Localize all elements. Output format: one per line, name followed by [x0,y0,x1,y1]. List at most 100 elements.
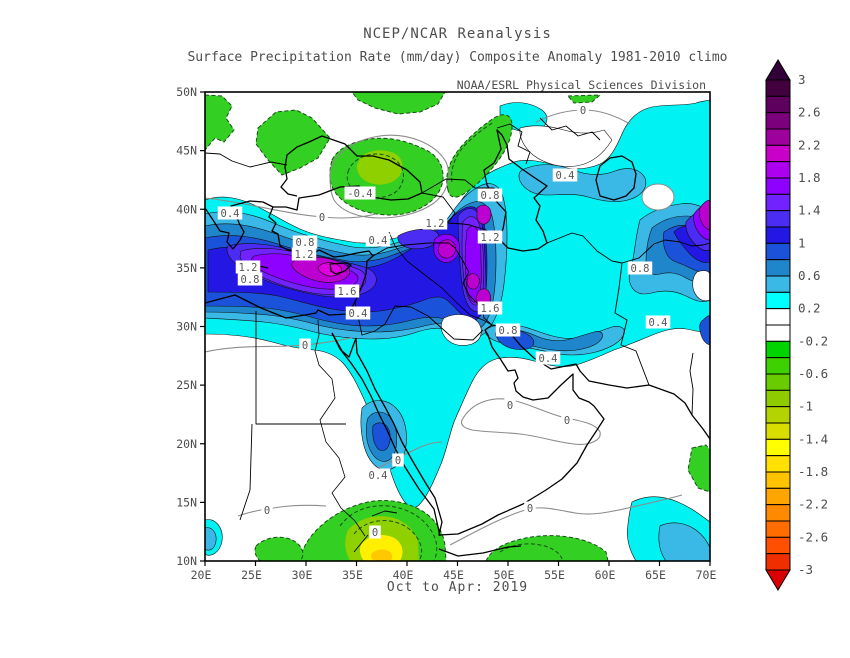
contour-label-bg [369,525,381,539]
rivers [314,231,493,537]
contour-1p8-zagros-n [476,204,492,225]
contour-label-bg [477,188,503,202]
contour-label-bg [292,235,318,249]
white-hole-east [641,183,675,211]
colorbar-segment [765,471,791,489]
contour-label-bg [291,247,317,261]
x-tick-label: 50E [494,568,515,582]
border-afghan-north [621,239,710,264]
contour-0p4-sw-inner [205,527,217,551]
contour-label-bg [316,210,328,224]
contour-label: 1.2 [295,249,314,261]
x-tick-label: 45E [443,568,464,582]
contour-label-bg [552,168,578,182]
x-tick-label: 30E [292,568,313,582]
y-axis: 50N 45N 40N 35N 30N 25N 20N 15N 10N [176,85,205,568]
neg-topcenter-sliver [566,94,602,104]
zero-line-sudan [237,504,327,517]
contour-label-bg [645,315,671,329]
contour-label: 1.6 [481,303,500,315]
colorbar-segment [765,242,791,261]
contour-label: 0.4 [349,308,368,320]
contour-label: 0.8 [499,325,518,337]
contour-1p8-east-edge [698,199,710,231]
dashed-negative-contours [339,121,563,561]
border-jordan-saudi-iraq [354,301,484,341]
colorbar-segment [765,144,791,163]
contour-label-bg [217,206,243,220]
border-indus [689,352,694,416]
contour-label: 0.4 [556,170,575,182]
colorbar-segment [765,308,791,326]
colorbar-segment [765,128,791,146]
neg-ring-turkey-0p4 [346,153,404,199]
y-tick-label: 25N [176,378,197,392]
contour-label: 0 [580,105,586,117]
colorbar-tick-label: -2.2 [798,497,828,512]
neg-turkey-core [356,150,403,185]
neg-sudan-west [254,536,304,561]
contour-1p8-mosul [437,239,456,259]
colorbar-segment [765,177,791,195]
contour-label-bg [524,501,536,515]
contour-label: 0 [372,527,378,539]
contour-label: 1.2 [481,232,500,244]
contour-label: 0.4 [649,317,668,329]
colorbar-segment [765,193,791,212]
coast-iran-makran [491,324,710,440]
colorbar-tick-label: -2.6 [798,529,828,544]
contour-label: 0.4 [369,470,388,482]
contour-label-bg [577,103,589,117]
border-balkans [205,152,288,168]
contour-0p4-caspian-ribbon [518,164,647,202]
y-tick-label: 30N [176,320,197,334]
colorbar-tick-label: 1 [798,235,806,250]
colorbar-segment [765,553,791,571]
zero-ring-turkey [329,134,450,219]
contour-label-bg [344,186,376,200]
y-tick-label: 45N [176,144,197,158]
zero-loop-arabia [460,398,601,445]
colorbar-segment [765,357,791,375]
contour-label-bg [392,453,404,467]
contour-0p4-se-inner [658,522,710,561]
neg-caucasus [446,114,513,198]
contour-label: 0.8 [241,274,260,286]
contour-label: 0.8 [481,190,500,202]
colorbar-segment [765,340,791,359]
colorbar-tick-label: 2.2 [798,137,821,152]
coast-arabia [355,324,605,536]
contour-label-bg [627,261,653,275]
contour-label-bg [535,351,561,365]
colorbar-segment [765,536,791,555]
coast-caspian [483,129,548,252]
neg-ring-ethiopia-1 [339,505,438,561]
contour-label: 0 [527,503,533,515]
colorbar-segment [765,373,791,391]
colorbar-tick-label: -3 [798,562,813,577]
contour-label-bg [345,306,371,320]
contour-label-bg [365,468,391,482]
colorbar-segment [765,438,791,457]
contour-label: 1.2 [239,262,258,274]
neg-balkans-west [205,94,235,151]
neg-ring-somalia [499,543,563,560]
page-title: NCEP/NCAR Reanalysis [363,26,552,42]
contour-label: 0 [564,415,570,427]
coast-redsea-west [331,332,441,537]
y-tick-label: 40N [176,202,197,216]
y-tick-label: 50N [176,85,197,99]
contour-value-labels: 0.40.81.21.20.81.60.4-0.40.41.20.81.21.6… [217,103,671,539]
x-tick-label: 35E [342,568,363,582]
contour-label-bg [477,301,503,315]
contour-label-bg [477,230,503,244]
neg-ring-caucasus [451,121,495,183]
contour-label: 1.2 [426,218,445,230]
zero-line-south [449,494,683,546]
white-wedge-centralasia [519,125,613,167]
coast-cyprus [329,262,352,275]
y-tick-label: 10N [176,554,197,568]
contour-label: -0.4 [347,188,372,200]
